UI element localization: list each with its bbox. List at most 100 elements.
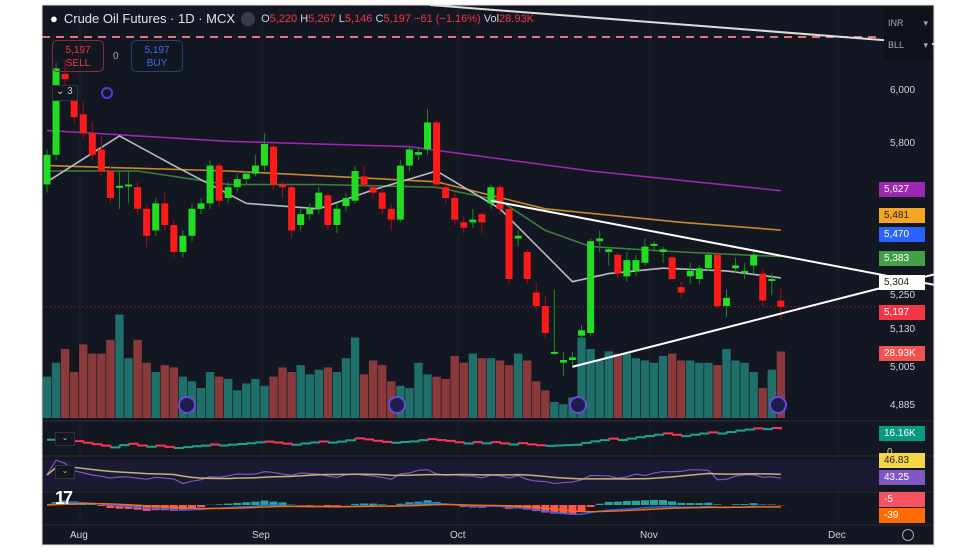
candle-body (224, 187, 232, 198)
volume-bar (667, 353, 677, 418)
volume-indicator-line (128, 442, 139, 446)
macd-histogram-bar (151, 505, 160, 511)
macd-histogram-bar (695, 503, 704, 505)
buy-button[interactable]: 5,197 BUY (131, 40, 183, 72)
candle-body (723, 297, 730, 306)
candle-body (424, 122, 432, 150)
volume-bar (224, 378, 233, 418)
candle-body (260, 144, 268, 166)
legend-header: ● Crude Oil Futures · 1D · MCX O5,220 H5… (50, 11, 534, 26)
price-tick: 5,250 (890, 290, 916, 301)
pane-collapse-button[interactable]: ⌄ (55, 432, 75, 446)
price-tick: 5,005 (890, 362, 916, 373)
settings-gear-icon[interactable] (902, 529, 914, 541)
macd-histogram-bar (396, 503, 405, 505)
volume-bar (713, 365, 722, 418)
candle-body (242, 173, 250, 180)
candle-body (487, 187, 495, 204)
macd-histogram-bar (686, 503, 695, 505)
volume-indicator-line (164, 445, 175, 448)
volume-indicator-line (672, 433, 683, 437)
price-badge: 5,470 (879, 227, 925, 242)
price-badge: 16.16K (879, 426, 925, 441)
volume-indicator-line (345, 438, 357, 442)
candle-body (369, 187, 377, 193)
volume-indicator-line (509, 443, 520, 446)
volume-indicator-line (146, 445, 157, 448)
sell-button[interactable]: 5,197 SELL (52, 40, 104, 72)
volume-indicator-line (409, 440, 420, 443)
macd-histogram-bar (187, 505, 196, 509)
volume-bar (169, 367, 179, 418)
volume-bar (287, 372, 296, 418)
sell-price: 5,197 (65, 45, 91, 56)
indicators-collapse-button[interactable]: ⌄ 3 (52, 85, 78, 101)
time-tick: Aug (70, 530, 88, 541)
volume-indicator-line (744, 428, 755, 431)
volume-indicator-line (527, 443, 538, 446)
low-label: L (338, 12, 345, 25)
symbol-title[interactable]: Crude Oil Futures · 1D · MCX (63, 11, 236, 26)
macd-histogram-bar (260, 500, 269, 505)
macd-histogram-bar (595, 503, 604, 505)
volume-indicator-line (536, 444, 547, 447)
macd-histogram-bar (604, 501, 613, 505)
candle-body (496, 187, 504, 209)
volume-indicator-line (155, 444, 166, 447)
visibility-toggle-icon[interactable] (241, 11, 256, 26)
candle-body (650, 243, 658, 246)
volume-bar (622, 353, 632, 418)
candle-body (623, 260, 631, 277)
currency-dropdown[interactable]: INR ▾ (888, 12, 928, 34)
candle-body (605, 249, 613, 252)
candle-body (70, 95, 78, 117)
volume-indicator-line (445, 439, 456, 443)
volume-indicator-line (182, 446, 193, 449)
candle-body (632, 260, 640, 271)
macd-histogram-bar (622, 501, 631, 505)
macd-histogram-bar (115, 505, 124, 509)
macd-histogram-bar (659, 500, 668, 505)
volume-bar (115, 314, 124, 418)
rsi-line (46, 459, 781, 485)
volume-bar (305, 374, 314, 418)
volume-bar (532, 381, 541, 418)
macd-histogram-bar (677, 502, 686, 505)
volume-bar (205, 372, 215, 418)
time-tick: Dec (828, 530, 846, 541)
ohlc-values: O5,220 H5,267 L5,146 C5,197 −61 (−1.16%)… (261, 13, 534, 25)
candle-body (677, 287, 685, 293)
unit-dropdown[interactable]: BLL ▾ (888, 34, 928, 56)
macd-histogram-bar (650, 499, 659, 505)
price-tick: 4,885 (890, 400, 916, 411)
macd-histogram-bar (568, 505, 577, 514)
volume-bar (677, 360, 686, 418)
volume-bar (613, 353, 622, 418)
price-badge: 5,197 (879, 305, 925, 320)
candle-body (351, 171, 359, 201)
close-label: C (375, 12, 384, 25)
candle-body (505, 208, 513, 279)
candle-body (759, 273, 767, 301)
candle-body (170, 225, 178, 252)
macd-histogram-bar (668, 501, 677, 505)
macd-histogram-bar (224, 503, 233, 505)
volume-indicator-line (753, 427, 764, 430)
open-label: O (261, 12, 270, 25)
volume-indicator-line (644, 434, 656, 437)
volume-indicator-line (590, 440, 601, 443)
volume-indicator-line (83, 441, 94, 445)
alert-circle-icon[interactable] (101, 87, 113, 99)
candle-body (97, 149, 105, 171)
volume-bar (504, 365, 514, 418)
pane-collapse-button[interactable]: ⌄ (55, 465, 75, 479)
macd-histogram-bar (758, 504, 767, 505)
volume-indicator-line (364, 438, 375, 441)
volume-bar (88, 353, 97, 418)
volume-indicator-line (300, 442, 311, 445)
volume-bar (541, 390, 550, 418)
volume-indicator-line (708, 431, 719, 434)
candle-body (152, 203, 160, 231)
buy-label: BUY (146, 58, 168, 69)
